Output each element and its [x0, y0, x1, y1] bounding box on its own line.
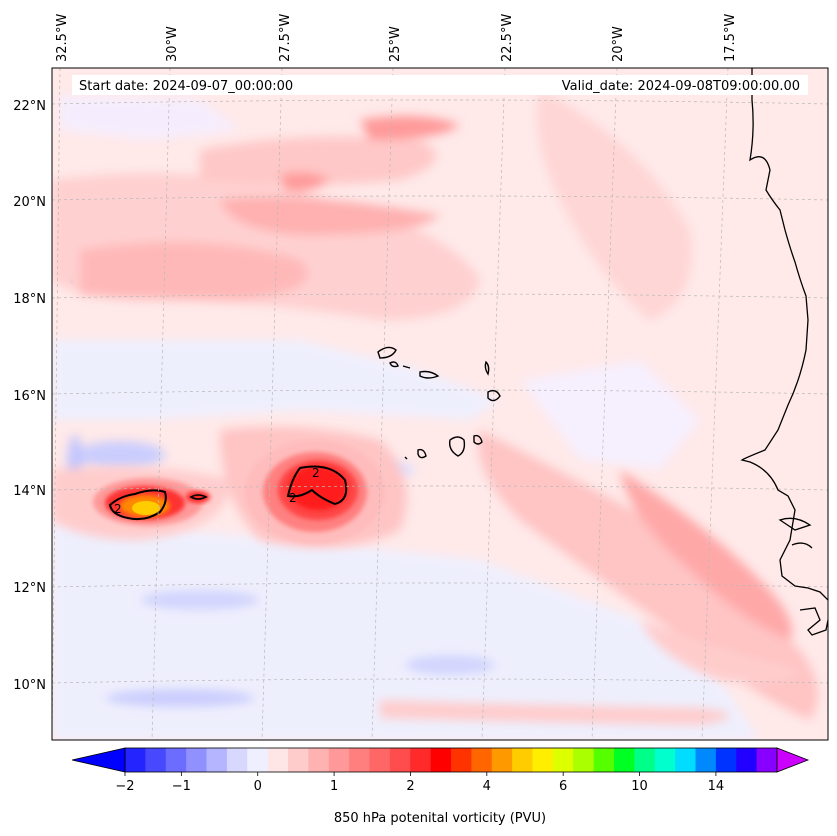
- colorbar-segment: [512, 748, 534, 772]
- contour-label: 2: [289, 491, 297, 505]
- map-border: [51, 67, 829, 741]
- colorbar-segment: [634, 748, 656, 772]
- colorbar-segment: [206, 748, 228, 772]
- latitude-labels: 22°N 20°N 18°N 16°N 14°N 12°N 10°N: [13, 99, 46, 693]
- lat-label: 20°N: [13, 195, 46, 210]
- colorbar-segment: [675, 748, 697, 772]
- positive-pv-bands: [52, 90, 818, 725]
- colorbar-segment: [552, 748, 574, 772]
- colorbar-segment: [593, 748, 615, 772]
- colorbar-segment: [715, 748, 737, 772]
- colorbar-segment: [491, 748, 513, 772]
- colorbar-segment: [736, 748, 758, 772]
- lat-label: 14°N: [13, 484, 46, 499]
- colorbar-tick-label: 1: [330, 779, 338, 794]
- colorbar-tick-label: 4: [483, 779, 491, 794]
- colorbar-tick-label: 0: [254, 779, 262, 794]
- colorbar-title: 850 hPa potenital vorticity (PVU): [334, 811, 546, 826]
- lat-label: 22°N: [13, 99, 46, 114]
- colorbar-segment: [430, 748, 452, 772]
- colorbar-segment: [369, 748, 391, 772]
- colorbar-segment: [389, 748, 411, 772]
- colorbar-max-extension: [776, 747, 810, 773]
- colorbar-segment: [267, 748, 289, 772]
- start-date-text: Start date: 2024-09-07_00:00:00: [79, 79, 293, 94]
- colorbar-tick-label: −1: [172, 779, 191, 794]
- colorbar-segment: [125, 748, 146, 772]
- colorbar-segment: [145, 748, 167, 772]
- eastern-vortex: [245, 440, 385, 544]
- valid-date-text: Valid_date: 2024-09-08T09:00:00.00: [562, 79, 800, 94]
- colorbar-segment: [471, 748, 493, 772]
- colorbar-segment: [654, 748, 676, 772]
- cape-verde-islands: [377, 346, 501, 460]
- colorbar-segment: [165, 748, 187, 772]
- colorbar-segment: [573, 748, 595, 772]
- western-vortex: [93, 478, 210, 526]
- lon-label: 17.5°W: [723, 14, 738, 62]
- colorbar-segment: [328, 748, 350, 772]
- colorbar-segment: [451, 748, 472, 772]
- colorbar-tick-label: 10: [631, 779, 648, 794]
- header-box: [72, 75, 808, 95]
- colorbar-segment: [186, 748, 208, 772]
- lon-label: 25°W: [388, 26, 403, 62]
- colorbar-ticks: [124, 772, 717, 776]
- colorbar-segment: [349, 748, 371, 772]
- colorbar-segment: [756, 748, 778, 772]
- lon-label: 27.5°W: [278, 14, 293, 62]
- lon-label: 22.5°W: [500, 14, 515, 62]
- colorbar-tick-label: −2: [115, 779, 134, 794]
- colorbar-segment: [247, 748, 269, 772]
- lat-label: 10°N: [13, 678, 46, 693]
- colorbar: −2 −1 0 1 2 4 6 10 14 850 hPa potenital vorticit…: [71, 747, 810, 826]
- colorbar-tick-labels: −2 −1 0 1 2 4 6 10 14: [115, 779, 724, 794]
- african-coastline: [740, 68, 828, 636]
- lat-label: 18°N: [13, 292, 46, 307]
- longitude-labels: 32.5°W 30°W 27.5°W 25°W 22.5°W 20°W 17.5…: [55, 14, 738, 62]
- colorbar-min-extension: [71, 747, 126, 773]
- negative-pv-zones: [52, 95, 760, 740]
- colorbar-tick-label: 6: [559, 779, 567, 794]
- colorbar-segment: [532, 748, 554, 772]
- colorbar-segment: [226, 748, 248, 772]
- lon-label: 20°W: [611, 26, 626, 62]
- colorbar-segment: [308, 748, 330, 772]
- colorbar-segment: [288, 748, 309, 772]
- lon-label: 32.5°W: [55, 14, 70, 62]
- contour-label: 2: [312, 466, 320, 480]
- lat-label: 16°N: [13, 389, 46, 404]
- colorbar-tick-label: 14: [708, 779, 725, 794]
- colorbar-segment: [695, 748, 717, 772]
- lat-label: 12°N: [13, 581, 46, 596]
- colorbar-segments: [125, 748, 778, 772]
- colorbar-segment: [410, 748, 432, 772]
- graticule: [52, 68, 828, 740]
- colorbar-segment: [614, 748, 635, 772]
- lon-label: 30°W: [165, 26, 180, 62]
- contour-label: 2: [114, 502, 122, 516]
- colorbar-tick-label: 2: [406, 779, 414, 794]
- pv-field: [52, 68, 828, 740]
